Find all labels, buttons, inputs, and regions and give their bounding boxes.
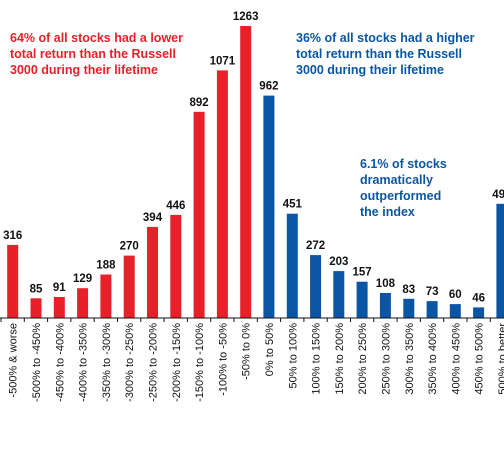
bar-value-label: 129 (73, 273, 92, 285)
bar-value-label: 962 (259, 81, 278, 93)
bar (123, 255, 135, 318)
bar (449, 304, 461, 318)
category-label: -350% to -300% (101, 323, 113, 402)
category-labels-group: -500% & worse -500% to -450% -450% to -400… (8, 323, 504, 402)
category-label: -450% to -400% (54, 323, 66, 402)
bar (77, 288, 89, 318)
bar-value-label: 188 (96, 260, 116, 272)
category-label: -300% to -250% (124, 323, 136, 402)
bar-value-label: 85 (30, 283, 43, 295)
category-label: 100% to 150% (311, 323, 323, 395)
bar (100, 274, 112, 318)
bars-group (7, 26, 504, 319)
category-label: -50% to 0% (241, 323, 253, 380)
bar (379, 293, 391, 318)
bar-value-label: 60 (449, 289, 462, 301)
bar (473, 307, 485, 318)
bar-value-label: 892 (190, 97, 209, 109)
annotation-line: 64% of all stocks had a lower (10, 31, 183, 45)
bar (30, 298, 42, 318)
category-label: -500% to -450% (31, 323, 43, 402)
annotation-line: total return than the Russell (10, 47, 176, 61)
bar (53, 297, 65, 318)
bar (240, 26, 252, 318)
category-label: 300% to 350% (404, 323, 416, 395)
category-label: 500% to better (497, 323, 504, 395)
category-label: 350% to 400% (427, 323, 439, 395)
bar-value-label: 108 (376, 278, 396, 290)
bar (7, 244, 19, 318)
x-axis-ticks-group (0, 318, 491, 322)
category-label: 200% to 250% (357, 323, 369, 395)
higher-return-annotation: 36% of all stocks had a higher total ret… (296, 30, 475, 78)
lower-return-annotation: 64% of all stocks had a lower total retu… (10, 30, 183, 78)
bar-value-label: 157 (353, 267, 372, 279)
category-label: -500% & worse (8, 323, 20, 398)
category-label: 450% to 500% (474, 323, 486, 395)
bar-value-label: 446 (166, 200, 185, 212)
category-label: 400% to 450% (450, 323, 462, 395)
category-label: -400% to -350% (78, 323, 90, 402)
bar-value-label: 1263 (233, 11, 259, 23)
category-label: 150% to 200% (334, 323, 346, 395)
bar-value-label: 73 (426, 286, 439, 298)
bar-value-label: 394 (143, 212, 163, 224)
bar (403, 298, 415, 318)
annotation-line: 3000 during their lifetime (10, 63, 158, 77)
category-label: 0% to 50% (264, 323, 276, 376)
bar-value-label: 270 (120, 241, 139, 253)
bar (286, 213, 298, 318)
bar-value-label: 1071 (210, 55, 236, 67)
bar (193, 111, 205, 318)
bar (333, 271, 345, 318)
category-label: -100% to -50% (217, 323, 229, 396)
category-label: -250% to -200% (148, 323, 160, 402)
bar (426, 301, 438, 318)
bar (310, 255, 322, 318)
annotation-line: the index (360, 205, 415, 219)
bar (147, 226, 158, 318)
bar-value-label: 272 (306, 240, 325, 252)
category-label: 50% to 100% (287, 323, 299, 389)
bar (496, 203, 504, 318)
annotation-line: 3000 during their lifetime (296, 63, 444, 77)
annotation-line: outperformed (360, 189, 442, 203)
bar-value-label: 203 (329, 256, 348, 268)
bar (263, 95, 275, 318)
category-label: 250% to 300% (380, 323, 392, 395)
bar (356, 281, 368, 318)
annotation-line: dramatically (360, 173, 433, 187)
annotation-line: total return than the Russell (296, 47, 462, 61)
bar (216, 70, 228, 319)
bar (170, 214, 182, 318)
bar-value-label: 494 (492, 189, 504, 201)
bar-value-label: 316 (3, 230, 22, 242)
annotation-line: 36% of all stocks had a higher (296, 31, 475, 45)
bar-value-label: 83 (402, 284, 415, 296)
bar-value-label: 91 (53, 282, 66, 294)
bar-value-label: 451 (283, 199, 303, 211)
annotation-line: 6.1% of stocks (360, 157, 447, 171)
bar-value-label: 46 (472, 292, 485, 304)
outperformed-annotation: 6.1% of stocks dramatically outperformed… (360, 156, 447, 220)
category-label: -150% to -100% (194, 323, 206, 402)
category-label: -200% to -150% (171, 323, 183, 402)
